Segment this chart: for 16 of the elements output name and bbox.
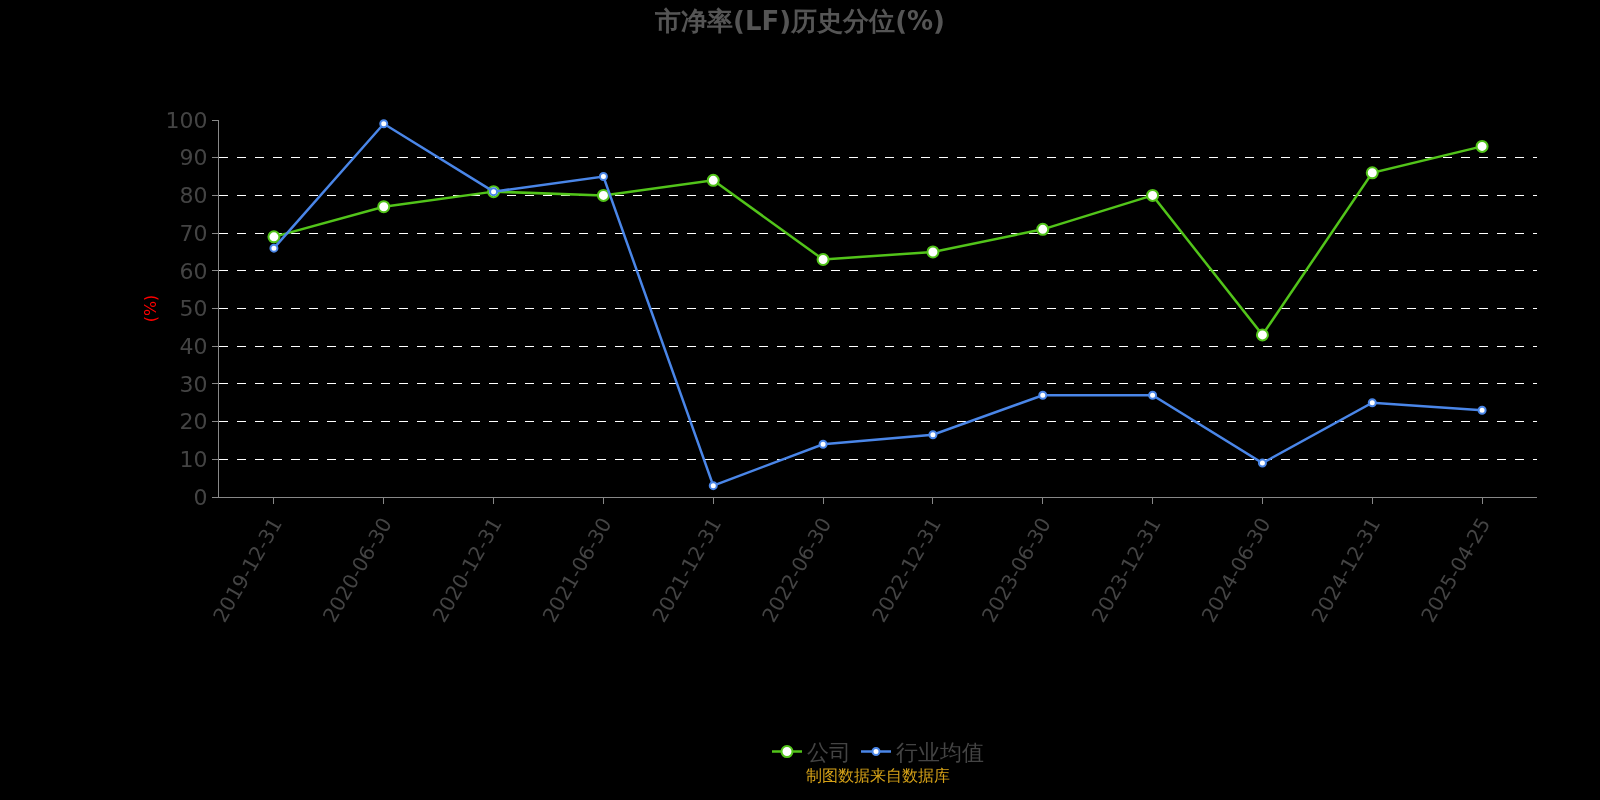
y-tick-label: 80	[179, 183, 208, 209]
text: 制图数据来自数据库	[806, 766, 950, 785]
y-tick-label: 90	[179, 145, 208, 171]
y-tick-label: 40	[179, 333, 208, 359]
y-tick-label: 50	[179, 296, 208, 322]
y-tick-label: 0	[193, 484, 208, 510]
chart-title: 市净率(LF)历史分位(%)	[654, 6, 945, 37]
y-tick-label: 30	[179, 371, 208, 397]
y-tick-label: 100	[165, 107, 208, 133]
y-tick-label: 20	[179, 409, 208, 435]
y-tick-label: 70	[179, 220, 208, 246]
y-axis-title: (%)	[141, 294, 161, 323]
y-tick-label: 60	[179, 258, 208, 284]
y-tick-label: 10	[179, 447, 208, 472]
legend-label: 公司	[807, 740, 851, 766]
legend-label: 行业均值	[896, 740, 984, 766]
